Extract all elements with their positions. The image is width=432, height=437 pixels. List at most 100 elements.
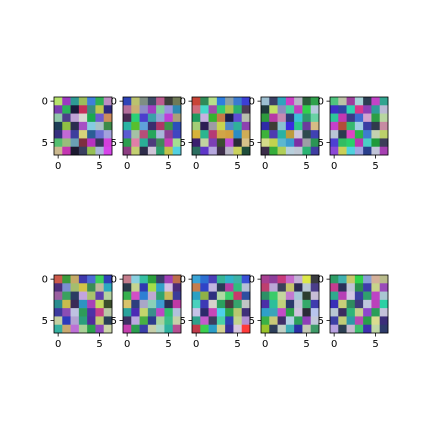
heatmap-cell [338, 97, 347, 106]
heatmap-cell [241, 113, 251, 123]
heatmap-cell [233, 138, 243, 148]
heatmap-cell [164, 291, 174, 301]
heatmap-cell [363, 105, 372, 114]
heatmap-cell [123, 283, 132, 292]
heatmap-cell [216, 324, 226, 334]
y-tick-label: 0 [180, 275, 186, 286]
heatmap-cell [330, 324, 339, 334]
heatmap-cell [269, 130, 278, 139]
heatmap-cell [208, 283, 218, 292]
heatmap-cell [164, 121, 174, 131]
heatmap-cell [95, 275, 105, 284]
heatmap-cell [241, 121, 251, 131]
heatmap-cell [261, 97, 270, 106]
heatmap-cell [269, 146, 278, 156]
heatmap-cell [139, 130, 149, 139]
heatmap-cell [346, 138, 356, 148]
axes-frame [122, 274, 182, 334]
heatmap-cell [285, 275, 295, 284]
heatmap-cell [70, 121, 80, 131]
heatmap-cell [346, 121, 356, 131]
heatmap-cell [87, 283, 96, 292]
heatmap-cell [200, 324, 209, 334]
heatmap-cell [123, 324, 132, 334]
heatmap-cell [62, 105, 71, 114]
heatmap-cell [371, 130, 381, 139]
heatmap-cell [147, 113, 157, 123]
heatmap-cell [233, 316, 243, 326]
heatmap-cell [379, 130, 389, 139]
heatmap-cell [294, 275, 303, 284]
heatmap-cell [200, 299, 209, 309]
heatmap-cell [123, 105, 132, 114]
heatmap-cell [216, 105, 226, 114]
heatmap-cell [277, 130, 287, 139]
x-tick-label: 5 [303, 339, 309, 350]
heatmap-cell [147, 121, 157, 131]
heatmap-cell [87, 316, 96, 326]
heatmap-cell [261, 324, 270, 334]
heatmap-cell [371, 299, 381, 309]
heatmap-cell [302, 308, 312, 317]
heatmap-cell [261, 105, 270, 114]
heatmap-cell [216, 130, 226, 139]
heatmap-cell [87, 97, 96, 106]
heatmap-cell [156, 283, 165, 292]
heatmap-cell [277, 113, 287, 123]
heatmap-cell [123, 113, 132, 123]
heatmap-cell [95, 97, 105, 106]
heatmap-cell [233, 299, 243, 309]
heatmap-cell [216, 283, 226, 292]
heatmap-cell [103, 291, 113, 301]
heatmap-cell [354, 130, 364, 139]
y-tick-label: 0 [42, 97, 48, 108]
x-tick-label: 0 [193, 339, 199, 350]
heatmap-cell [164, 283, 174, 292]
heatmap-cell [139, 138, 149, 148]
heatmap-cell [87, 121, 96, 131]
heatmap-cell [54, 324, 63, 334]
heatmap-cell [346, 97, 356, 106]
heatmap-cell [103, 299, 113, 309]
heatmap-cell [379, 138, 389, 148]
heatmap-cell [208, 299, 218, 309]
heatmap-cell [302, 324, 312, 334]
heatmap-cell [261, 283, 270, 292]
heatmap-cell [346, 146, 356, 156]
axes-frame [329, 274, 389, 334]
heatmap-panel: 0 5 0 5 [42, 96, 113, 172]
heatmap-cell [363, 324, 372, 334]
heatmap-cell [78, 324, 88, 334]
heatmap-cell [363, 146, 372, 156]
heatmap-cell [346, 324, 356, 334]
heatmap-cell [285, 130, 295, 139]
heatmap-cell [346, 275, 356, 284]
heatmap-cell [294, 308, 303, 317]
heatmap-cell [233, 291, 243, 301]
y-tick-label: 0 [111, 97, 117, 108]
heatmap-cell [87, 130, 96, 139]
heatmap-cell [54, 291, 63, 301]
heatmap-cell [294, 105, 303, 114]
heatmap-cell [103, 113, 113, 123]
heatmap-cell [95, 291, 105, 301]
heatmap-cell [54, 138, 63, 148]
heatmap-cell [354, 121, 364, 131]
heatmap-cell [139, 283, 149, 292]
heatmap-cell [261, 121, 270, 131]
heatmap-cell [261, 130, 270, 139]
heatmap-cell [241, 275, 251, 284]
heatmap-cell [62, 324, 71, 334]
x-tick-label: 0 [193, 161, 199, 172]
heatmap-cell [233, 324, 243, 334]
heatmap-cell [216, 113, 226, 123]
heatmap-cell [371, 113, 381, 123]
heatmap-cell [330, 138, 339, 148]
heatmap-cell [285, 121, 295, 131]
heatmap-cell [139, 146, 149, 156]
heatmap-cell [70, 324, 80, 334]
heatmap-cell [164, 275, 174, 284]
heatmap-cell [330, 308, 339, 317]
heatmap-cell [379, 283, 389, 292]
heatmap-cell [147, 308, 157, 317]
